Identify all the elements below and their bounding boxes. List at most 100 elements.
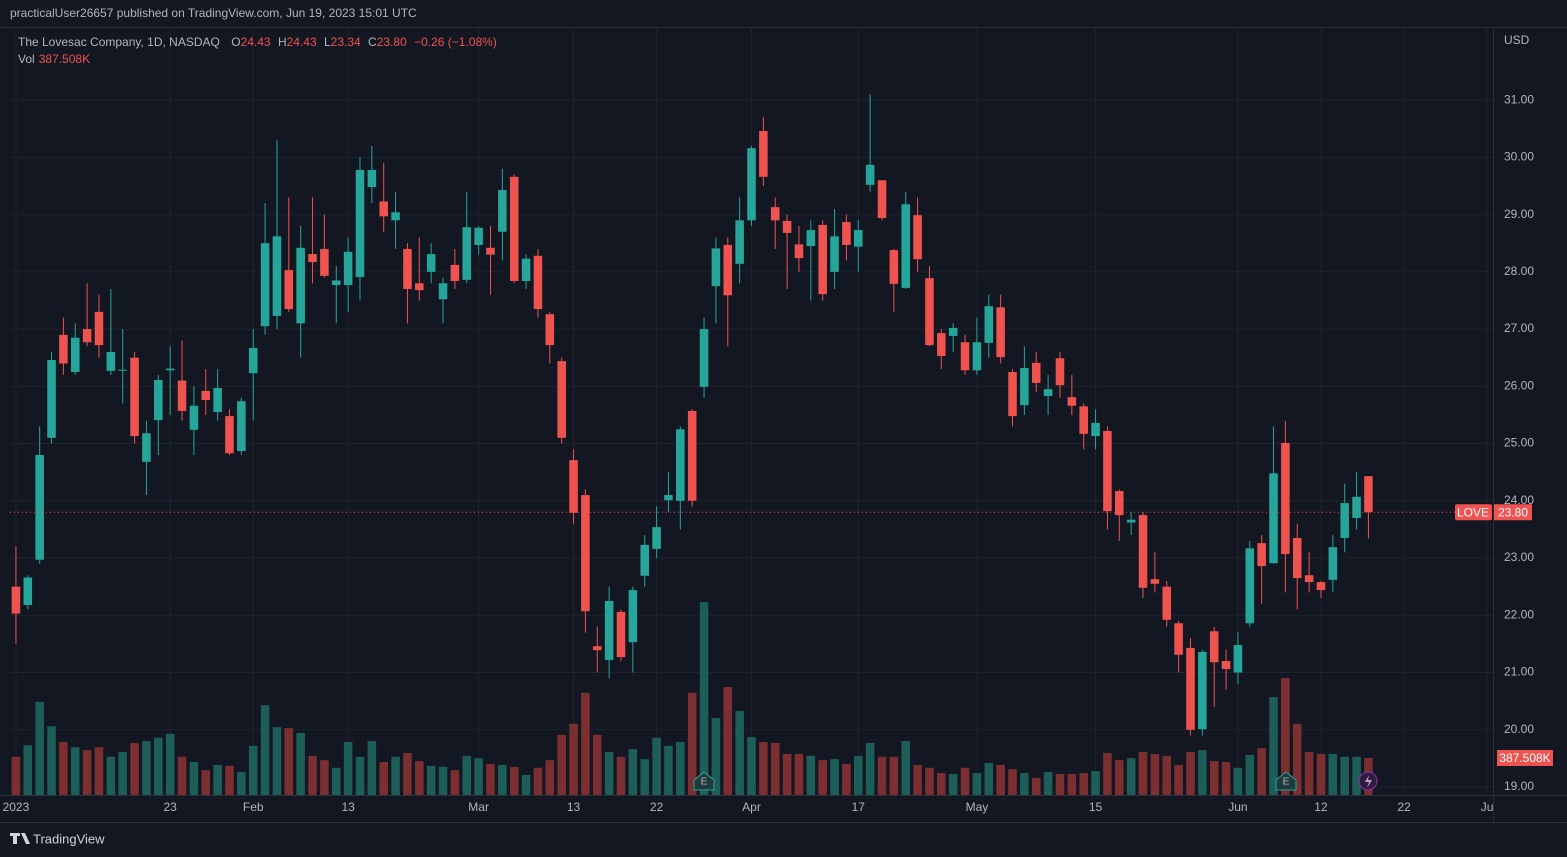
y-tick-label: 26.00 — [1504, 378, 1534, 392]
volume-bar — [616, 756, 626, 795]
candle-body — [711, 248, 721, 287]
y-tick-label: 27.00 — [1504, 321, 1534, 335]
volume-bar — [403, 752, 412, 795]
candle-body — [652, 527, 661, 549]
volume-bar — [1031, 777, 1041, 795]
candle-body — [118, 369, 127, 371]
candle-body — [1162, 586, 1172, 620]
volume-bar — [35, 701, 44, 795]
candle-body — [581, 495, 590, 612]
candle-body — [225, 416, 234, 454]
byline: practicalUser26657 published on TradingV… — [10, 6, 417, 20]
candle-body — [1067, 397, 1077, 406]
y-tick-label: 23.00 — [1504, 550, 1534, 564]
candle-body — [154, 380, 163, 421]
candle-body — [355, 169, 365, 277]
volume-bar — [225, 765, 234, 795]
volume-bar — [687, 692, 697, 795]
candle-body — [213, 388, 222, 413]
volume-bar — [782, 753, 792, 795]
volume-bar — [237, 772, 246, 795]
candle-body — [201, 390, 211, 401]
volume-bar — [735, 710, 744, 795]
volume-bar — [1043, 772, 1053, 795]
volume-bar — [937, 773, 946, 795]
candle-body — [628, 590, 638, 643]
x-tick-label: 17 — [852, 800, 866, 814]
volume-bar — [1067, 773, 1077, 795]
volume-bar — [1316, 753, 1326, 795]
grid — [10, 28, 1493, 795]
volume-bar — [640, 759, 649, 795]
candle-body — [937, 333, 946, 356]
candle-body — [130, 357, 139, 437]
candle-body — [391, 212, 400, 221]
volume-bar — [177, 756, 187, 795]
candle-body — [545, 314, 555, 346]
volume-bar — [213, 764, 222, 795]
y-tick-label: 28.00 — [1504, 264, 1534, 278]
volume-bar — [1221, 762, 1231, 795]
candle-body — [82, 329, 92, 343]
candle-body — [1186, 647, 1195, 730]
volume-bar — [1103, 752, 1112, 795]
volume-bar — [984, 763, 994, 795]
candle-body — [782, 220, 792, 233]
candle-body — [1281, 442, 1290, 555]
legend-value: 387.508K — [38, 52, 91, 66]
candle-body — [296, 247, 305, 324]
volume-bar — [1245, 754, 1255, 795]
volume-bar — [462, 755, 472, 795]
candle-body — [735, 220, 744, 264]
candle-body — [592, 646, 602, 651]
legend-value: 23.80 — [376, 35, 407, 49]
volume-bar — [770, 742, 780, 795]
volume-bar — [391, 756, 400, 795]
volume-bar — [1008, 769, 1017, 795]
x-tick-label: 22 — [650, 800, 664, 814]
volume-bar — [438, 766, 448, 795]
volume-tag — [1497, 749, 1553, 766]
candle-body — [189, 405, 199, 430]
volume-bar — [1055, 773, 1065, 795]
candle-body — [770, 207, 780, 221]
volume-bar — [960, 767, 970, 795]
volume-bar — [23, 745, 33, 795]
volume-bar — [284, 728, 294, 795]
y-tick-label: 24.00 — [1504, 493, 1534, 507]
volume-bar — [1340, 756, 1349, 795]
candle-body — [830, 236, 839, 272]
legend-value: 24.43 — [240, 35, 271, 49]
earnings-icon — [1275, 771, 1297, 791]
volume-bar — [1115, 760, 1124, 795]
volume-bar — [248, 745, 258, 795]
volume-bar — [367, 741, 377, 795]
candle-body — [1055, 358, 1065, 386]
volume-bar — [331, 767, 341, 795]
candle-body — [379, 201, 388, 217]
candle-body — [1008, 372, 1017, 417]
legend: The Lovesac Company, 1D, NASDAQ O24.43 H… — [18, 35, 501, 49]
price-tag-label: 23.80 — [1498, 505, 1528, 519]
y-tick-label: 19.00 — [1504, 779, 1534, 793]
dividend-glyph — [1365, 775, 1372, 788]
brand: TradingView — [33, 831, 105, 846]
candle-body — [438, 283, 448, 300]
candle-body — [1043, 389, 1053, 397]
volume-bar — [1020, 773, 1029, 795]
candle-body — [1115, 491, 1124, 516]
volume-bar — [652, 737, 661, 795]
candle-body — [960, 342, 970, 371]
candle-body — [474, 227, 483, 245]
volume-bar — [604, 752, 614, 795]
volume-bar — [533, 767, 543, 795]
volume-bar — [854, 755, 863, 795]
candle-body — [47, 359, 56, 438]
candle-body — [1245, 548, 1255, 624]
candle-body — [23, 577, 33, 605]
legend-value: 23.34 — [330, 35, 361, 49]
y-tick-label: 22.00 — [1504, 607, 1534, 621]
candle-body — [984, 306, 994, 343]
candle-body — [11, 586, 21, 614]
legend-key: H — [277, 35, 287, 49]
